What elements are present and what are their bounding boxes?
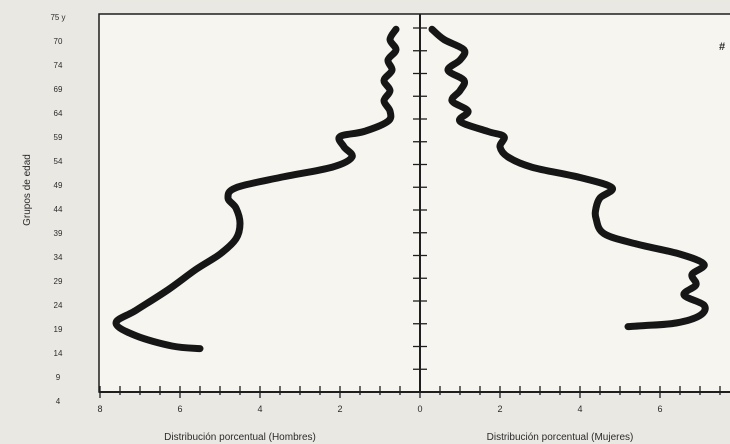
y-tick-label: 49 [54, 181, 63, 190]
y-tick-label: 4 [56, 397, 61, 406]
labels-layer: Grupos de edad Distribución porcentual (… [22, 13, 725, 443]
y-tick-label: 54 [54, 157, 63, 166]
plot-frame [98, 13, 730, 393]
x-tick-label-mujeres: 2 [497, 404, 502, 414]
series-line-hombres [112, 25, 400, 353]
x-tick-label-hombres: 2 [337, 404, 342, 414]
x-axis-label-hombres: Distribución porcentual (Hombres) [164, 432, 316, 443]
y-tick-label: 19 [54, 325, 63, 334]
x-tick-label-mujeres: 4 [577, 404, 582, 414]
x-tick-label-zero: 0 [417, 404, 422, 414]
x-tick-label-mujeres: 6 [657, 404, 662, 414]
x-tick-label-hombres: 4 [257, 404, 262, 414]
x-tick-label-hombres: 6 [177, 404, 182, 414]
x-tick-label-hombres: 8 [97, 404, 102, 414]
y-tick-label: 74 [54, 61, 63, 70]
corner-mark: # [719, 41, 725, 53]
y-tick-label: 29 [54, 277, 63, 286]
y-tick-label: 14 [54, 349, 63, 358]
y-tick-label: 75 y [50, 13, 65, 22]
axes-layer [98, 13, 730, 393]
y-axis-label: Grupos de edad [22, 154, 33, 226]
series-line-mujeres [428, 25, 709, 331]
y-tick-label: 39 [54, 229, 63, 238]
y-tick-label: 70 [54, 37, 63, 46]
ticks-layer [99, 27, 721, 398]
x-axis-label-mujeres: Distribución porcentual (Mujeres) [487, 432, 634, 443]
y-tick-label: 44 [54, 205, 63, 214]
y-tick-label: 34 [54, 253, 63, 262]
y-tick-label: 9 [56, 373, 61, 382]
y-tick-label: 59 [54, 133, 63, 142]
y-tick-label: 64 [54, 109, 63, 118]
y-tick-label: 69 [54, 85, 63, 94]
series-layer [112, 25, 709, 353]
y-tick-label: 24 [54, 301, 63, 310]
